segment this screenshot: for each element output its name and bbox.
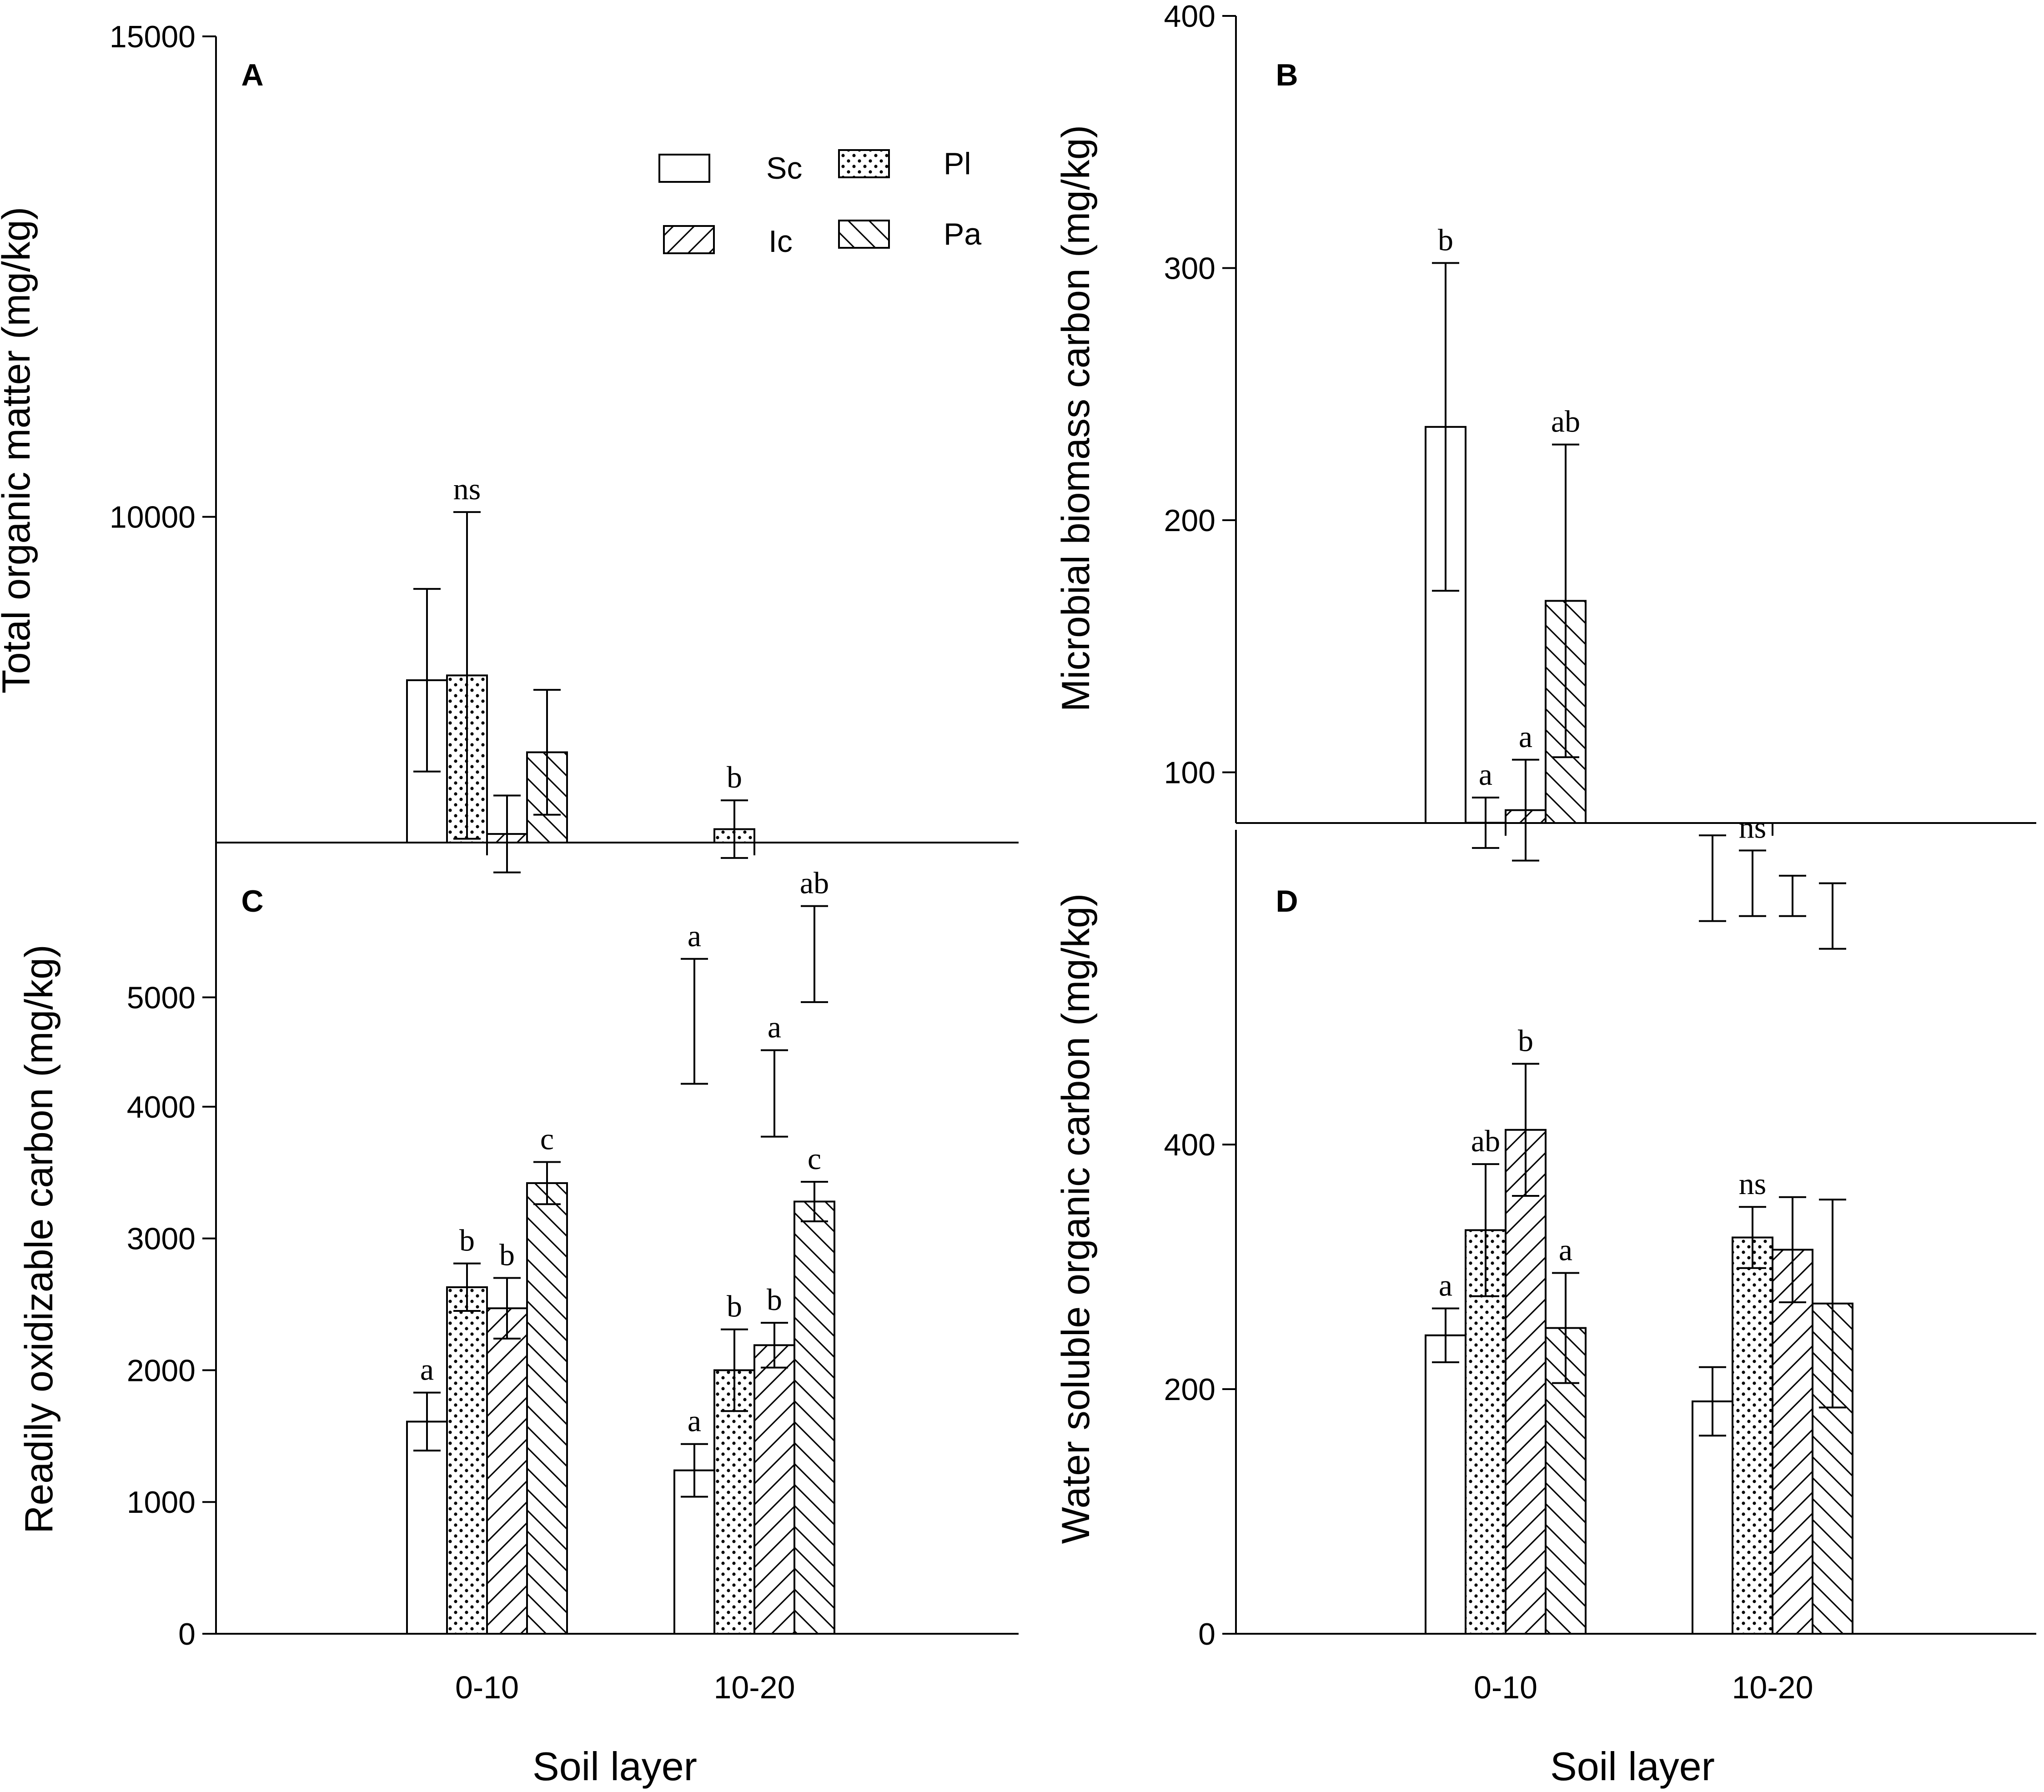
bar-d-sc-0-10 xyxy=(1425,1334,1466,1635)
significance-label-b: a xyxy=(1519,719,1532,754)
panel-label-b: B xyxy=(1276,58,1298,92)
legend-label-ic: Ic xyxy=(768,224,793,259)
significance-label-c: b xyxy=(767,1282,782,1317)
bar-d-sc-10-20 xyxy=(1692,1400,1733,1635)
significance-label-c: c xyxy=(540,1122,554,1156)
y-tick-label-c: 0 xyxy=(178,1617,196,1651)
significance-label-a: a xyxy=(688,919,701,953)
y-axis-title-b: Microbial biomass carbon (mg/kg) xyxy=(1054,125,1098,712)
y-axis-title-c: Readily oxidizable carbon (mg/kg) xyxy=(17,944,61,1533)
bar-d-ic-0-10 xyxy=(1505,1129,1547,1635)
significance-label-b: ns xyxy=(1739,810,1766,844)
y-tick-label-b: 400 xyxy=(1164,0,1215,34)
significance-label-c: b xyxy=(499,1238,515,1272)
significance-label-a: ns xyxy=(453,472,481,506)
bar-d-pl-10-20 xyxy=(1732,1236,1773,1635)
bar-c-ic-10-20 xyxy=(753,1344,795,1635)
significance-label-d: ab xyxy=(1471,1124,1500,1158)
bar-d-ic-10-20 xyxy=(1772,1249,1813,1635)
panel-label-d: D xyxy=(1276,884,1298,919)
legend-label-pl: Pl xyxy=(944,146,971,181)
legend-swatch-ic xyxy=(663,225,715,254)
x-axis-title-right: Soil layer xyxy=(1550,1744,1715,1789)
legend-swatch-sc xyxy=(658,154,710,183)
y-tick-label-a: 15000 xyxy=(110,20,196,54)
y-axis-title-d: Water soluble organic carbon (mg/kg) xyxy=(1054,893,1098,1544)
significance-label-d: a xyxy=(1439,1268,1452,1303)
significance-label-a: b xyxy=(727,760,742,794)
bar-c-pl-0-10 xyxy=(446,1286,488,1635)
significance-label-b: a xyxy=(1479,757,1492,792)
y-tick-label-b: 100 xyxy=(1164,756,1215,790)
y-tick-label-c: 2000 xyxy=(127,1353,196,1388)
significance-label-c: a xyxy=(688,1404,701,1438)
panel-label-a: A xyxy=(241,58,263,92)
panel-d: 0 200 400 Water soluble organic carbon (mg/… xyxy=(1054,830,2036,1705)
bar-c-sc-0-10 xyxy=(406,1421,448,1635)
legend-swatch-pl xyxy=(838,149,890,178)
y-tick-label-b: 300 xyxy=(1164,251,1215,286)
panel-a: 5000 10000 15000 Total organic matter (mg/k… xyxy=(0,20,1019,1138)
significance-label-c: b xyxy=(727,1289,742,1324)
legend-swatch-pa xyxy=(838,220,890,249)
y-tick-label-d: 0 xyxy=(1198,1617,1215,1651)
significance-label-d: ns xyxy=(1739,1166,1766,1201)
x-tick-label-c: 10-20 xyxy=(713,1670,795,1705)
bar-c-pa-10-20 xyxy=(793,1200,835,1635)
x-tick-label-d: 10-20 xyxy=(1732,1670,1813,1705)
significance-label-a: a xyxy=(768,1010,781,1044)
x-axis-title-left: Soil layer xyxy=(532,1744,697,1789)
legend: Sc Pl Ic Pa xyxy=(658,146,981,259)
significance-label-b: b xyxy=(1438,222,1453,257)
y-tick-label-d: 200 xyxy=(1164,1372,1215,1407)
legend-label-sc: Sc xyxy=(766,151,802,186)
y-tick-label-a: 10000 xyxy=(110,500,196,535)
panel-b: 100 200 300 400 Microbial biomass carbon (mg… xyxy=(1054,0,2036,950)
bar-c-ic-0-10 xyxy=(486,1307,528,1635)
significance-label-d: a xyxy=(1559,1233,1572,1267)
significance-label-b: ab xyxy=(1551,404,1580,439)
panel-label-c: C xyxy=(241,884,263,919)
significance-label-c: a xyxy=(420,1352,434,1387)
bar-c-pa-0-10 xyxy=(526,1182,568,1635)
y-tick-label-d: 400 xyxy=(1164,1128,1215,1162)
y-tick-label-c: 4000 xyxy=(127,1090,196,1124)
panel-c: 0 1000 2000 3000 4000 Readily oxidizable carb… xyxy=(17,843,1019,1705)
significance-label-c: b xyxy=(459,1223,475,1258)
significance-label-d: b xyxy=(1518,1024,1533,1058)
significance-label-a: ab xyxy=(800,866,829,900)
y-tick-label-c: 3000 xyxy=(127,1222,196,1256)
x-tick-label-d: 0-10 xyxy=(1474,1670,1537,1705)
bar-c-pl-10-20 xyxy=(713,1369,755,1635)
x-tick-label-c: 0-10 xyxy=(455,1670,519,1705)
legend-label-pa: Pa xyxy=(944,217,981,251)
y-tick-label-a: 5000 xyxy=(127,980,196,1015)
y-tick-label-c: 1000 xyxy=(127,1485,196,1520)
significance-label-c: c xyxy=(808,1141,821,1176)
y-tick-label-b: 200 xyxy=(1164,503,1215,538)
y-axis-title-a: Total organic matter (mg/kg) xyxy=(0,207,38,694)
